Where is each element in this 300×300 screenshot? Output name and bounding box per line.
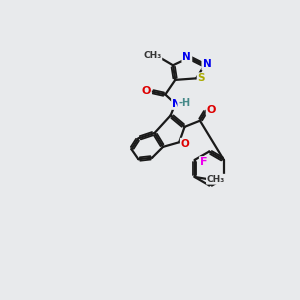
Text: N: N bbox=[202, 59, 211, 70]
Text: O: O bbox=[207, 105, 216, 115]
Text: S: S bbox=[198, 73, 205, 83]
Text: O: O bbox=[141, 86, 151, 96]
Text: F: F bbox=[200, 157, 208, 167]
Text: CH₃: CH₃ bbox=[143, 51, 161, 60]
Text: N: N bbox=[182, 52, 191, 62]
Text: -H: -H bbox=[178, 98, 190, 108]
Text: CH₃: CH₃ bbox=[207, 175, 225, 184]
Text: O: O bbox=[181, 139, 190, 149]
Text: N: N bbox=[172, 99, 182, 109]
